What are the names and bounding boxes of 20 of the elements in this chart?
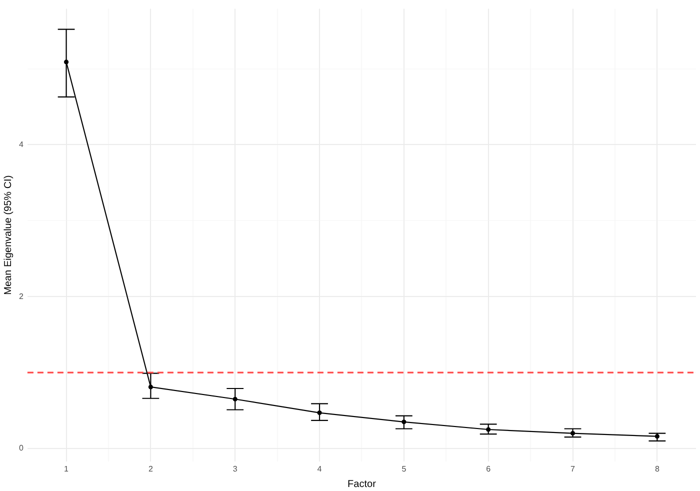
x-tick-label: 4: [317, 464, 322, 474]
x-tick-label: 2: [148, 464, 154, 474]
point: [570, 431, 576, 436]
point: [486, 427, 491, 432]
x-tick-label: 7: [570, 464, 576, 474]
x-tick-label: 8: [654, 464, 660, 474]
point: [64, 60, 69, 64]
y-tick-label: 2: [18, 292, 24, 301]
x-axis-title: Factor: [348, 478, 377, 490]
x-tick-label: 6: [486, 464, 492, 474]
y-axis-title: Mean Eigenvalue (95% CI): [2, 175, 14, 295]
y-tick-label: 0: [18, 444, 24, 453]
x-tick-label: 1: [64, 464, 70, 474]
point: [317, 410, 322, 416]
y-tick-label: 4: [18, 140, 24, 149]
x-tick-label: 5: [402, 464, 407, 474]
point: [232, 396, 238, 402]
point: [654, 434, 660, 439]
x-tick-label: 3: [232, 464, 238, 474]
point: [148, 384, 153, 390]
